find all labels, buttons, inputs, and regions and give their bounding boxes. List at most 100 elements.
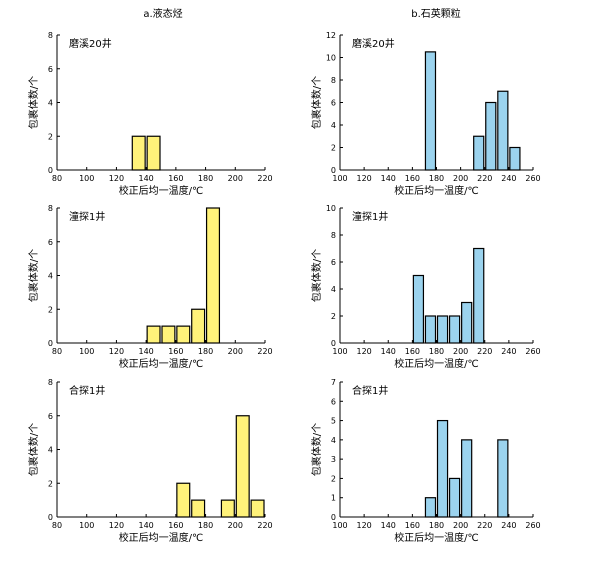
x-tick-label: 160 [405,174,420,183]
x-tick-label: 260 [525,174,540,183]
column-title-b: b.石英颗粒 [411,9,461,20]
x-axis-label: 校正后均一温度/℃ [119,184,204,197]
x-tick-label: 240 [501,521,516,530]
x-tick-label: 140 [381,174,396,183]
bar-b2-4 [461,301,473,344]
x-tick-label: 140 [139,347,154,356]
y-tick-label: 4 [48,446,53,455]
y-tick-label: 2 [331,474,336,483]
panel-title: 磨溪20井 [352,37,395,50]
y-axis-label: 包裹体数/个 [310,249,323,302]
x-tick-label: 180 [198,174,213,183]
bar-a3-1 [191,499,206,518]
y-axis-label: 包裹体数/个 [27,423,40,476]
y-tick-label: 7 [331,378,336,387]
bar-a2-2 [176,325,191,344]
x-axis-label: 校正后均一温度/℃ [119,531,204,544]
column-title-a: a.液态烃 [143,9,183,20]
y-tick-label: 6 [331,99,336,108]
x-tick-label: 180 [198,347,213,356]
x-tick-label: 100 [332,347,347,356]
panel-title: 潼探1井 [352,210,388,223]
x-axis-label: 校正后均一温度/℃ [394,531,479,544]
x-tick-label: 160 [168,347,183,356]
panel-title: 潼探1井 [69,210,105,223]
y-tick-label: 8 [48,378,53,387]
x-axis-label: 校正后均一温度/℃ [394,357,479,370]
bar-b1-0 [424,51,437,171]
bar-b1-4 [509,146,521,171]
x-tick-label: 220 [477,347,492,356]
chart-panel-a1: 80 100 120 140 160 180 200 220 0 2 4 6 8 磨溪20井校正后均一温度… [27,31,273,197]
x-tick-label: 180 [198,521,213,530]
y-axis-label: 包裹体数/个 [27,76,40,129]
x-tick-label: 200 [453,521,468,530]
x-tick-label: 160 [168,521,183,530]
x-tick-label: 100 [332,174,347,183]
x-tick-label: 80 [52,347,62,356]
x-tick-label: 240 [501,347,516,356]
y-tick-label: 0 [331,339,336,348]
x-tick-label: 120 [356,174,371,183]
chart-panel-b3: 100 120 140 160 180 200 220 240 260 0 1 2 3 4 5 6 7 合探1井校… [310,378,541,544]
x-tick-label: 140 [381,347,396,356]
x-tick-label: 200 [228,347,243,356]
bar-b3-0 [424,497,437,518]
chart-panel-b2: 100 120 140 160 180 200 220 240 260 0 2 4 6 8 10 潼探1井校正… [310,204,541,370]
bar-b1-3 [497,90,509,171]
y-tick-label: 6 [48,238,53,247]
x-tick-label: 180 [429,521,444,530]
bar-a2-0 [146,325,161,344]
bar-b3-3 [461,439,473,518]
y-tick-label: 2 [48,132,53,141]
x-tick-label: 120 [109,174,124,183]
bar-b2-0 [412,274,425,344]
bar-a3-2 [220,499,235,518]
bar-a2-4 [205,207,221,344]
y-tick-label: 8 [48,31,53,40]
y-tick-label: 1 [331,494,336,503]
x-tick-label: 220 [477,174,492,183]
y-tick-label: 2 [48,479,53,488]
x-tick-label: 200 [228,174,243,183]
panel-title: 合探1井 [352,384,388,397]
y-tick-label: 10 [326,54,336,63]
bar-b3-2 [448,477,461,518]
x-tick-label: 80 [52,174,62,183]
y-tick-label: 8 [48,204,53,213]
bar-b2-5 [473,247,485,344]
x-tick-label: 160 [405,347,420,356]
y-tick-label: 8 [331,76,336,85]
chart-panel-b1: 100 120 140 160 180 200 220 240 260 0 2 4 6 8 10 12 磨溪20… [310,31,541,197]
x-tick-label: 200 [453,174,468,183]
bar-a3-4 [250,499,265,518]
x-tick-label: 260 [525,347,540,356]
y-tick-label: 4 [331,121,336,130]
bar-a1-0 [131,135,146,171]
x-axis-label: 校正后均一温度/℃ [394,184,479,197]
bar-a1-1 [146,135,161,171]
x-tick-label: 240 [501,174,516,183]
x-tick-label: 260 [525,521,540,530]
bar-b2-3 [448,315,461,344]
x-tick-label: 220 [477,521,492,530]
x-tick-label: 180 [429,347,444,356]
x-tick-label: 220 [257,174,272,183]
y-tick-label: 6 [331,258,336,267]
bar-b3-4 [497,439,509,518]
y-tick-label: 10 [326,204,336,213]
x-tick-label: 200 [453,347,468,356]
y-tick-label: 6 [331,397,336,406]
bar-a2-1 [161,325,176,344]
y-axis-label: 包裹体数/个 [310,423,323,476]
y-tick-label: 2 [48,305,53,314]
y-tick-label: 0 [48,339,53,348]
x-tick-label: 100 [79,174,94,183]
y-tick-label: 6 [48,65,53,74]
y-tick-label: 4 [331,285,336,294]
x-tick-label: 120 [356,521,371,530]
x-tick-label: 80 [52,521,62,530]
x-tick-label: 120 [109,521,124,530]
x-tick-label: 140 [381,521,396,530]
